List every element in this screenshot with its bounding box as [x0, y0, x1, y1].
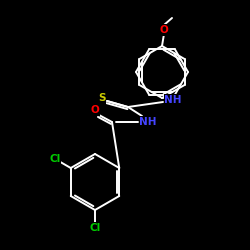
Text: O: O: [90, 105, 100, 115]
Text: S: S: [98, 93, 106, 103]
Text: Cl: Cl: [50, 154, 61, 164]
Text: Cl: Cl: [89, 223, 101, 233]
Text: O: O: [160, 25, 168, 35]
Text: NH: NH: [139, 117, 157, 127]
Text: NH: NH: [164, 95, 182, 105]
